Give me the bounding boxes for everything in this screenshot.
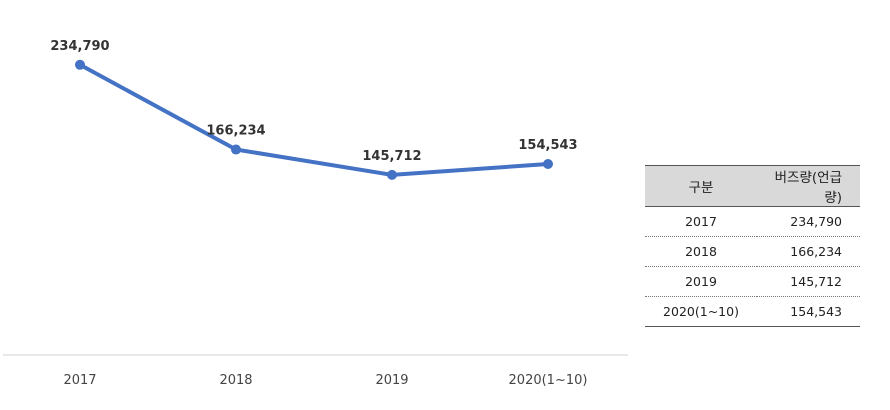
data-point: [543, 158, 553, 169]
summary-table: 구분 버즈량(언급량) 2017 234,790 2018 166,234 20…: [645, 165, 860, 327]
line-chart: 234,790 166,234 145,712 154,543 2017 2018 201…: [3, 39, 628, 388]
data-label: 154,543: [518, 138, 577, 153]
cell-year: 2017: [645, 206, 757, 237]
table-row: 2020(1~10) 154,543: [645, 296, 860, 327]
cell-year: 2018: [645, 236, 757, 267]
cell-value: 234,790: [757, 206, 860, 237]
data-point: [387, 169, 397, 180]
cell-value: 145,712: [757, 266, 860, 297]
data-label: 145,712: [362, 149, 421, 164]
data-label: 166,234: [206, 124, 265, 139]
cell-year: 2019: [645, 266, 757, 297]
data-point: [75, 59, 85, 70]
cell-value: 154,543: [757, 296, 860, 327]
data-label: 234,790: [50, 39, 109, 54]
series-line: [78, 62, 550, 177]
x-tick-label: 2020(1~10): [509, 373, 588, 388]
x-tick-label: 2019: [375, 373, 408, 388]
x-tick-label: 2018: [219, 373, 252, 388]
x-tick-label: 2017: [63, 373, 96, 388]
cell-year: 2020(1~10): [645, 296, 757, 327]
cell-value: 166,234: [757, 236, 860, 267]
table-row: 2019 145,712: [645, 266, 860, 297]
data-point: [231, 144, 241, 155]
table-header-row: 구분 버즈량(언급량): [645, 165, 860, 207]
header-category: 구분: [645, 165, 757, 207]
table-row: 2018 166,234: [645, 236, 860, 267]
header-buzz-volume: 버즈량(언급량): [757, 165, 860, 207]
table-row: 2017 234,790: [645, 206, 860, 237]
